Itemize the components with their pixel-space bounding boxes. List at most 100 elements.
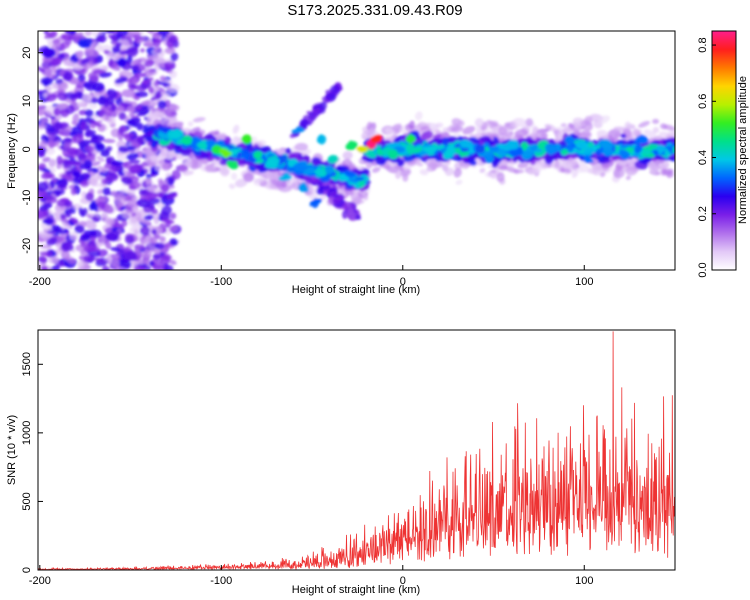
- heatmap-halo-cell: [517, 162, 529, 169]
- heatmap-streak-cell: [51, 224, 64, 233]
- heatmap-peak-cell: [387, 149, 399, 160]
- heatmap-core-cell: [667, 145, 674, 153]
- heatmap-halo-cell: [556, 130, 563, 139]
- heatmap-noise-cell: [153, 217, 160, 225]
- heatmap-streak-cell: [133, 34, 142, 41]
- heatmap-noise-cell: [161, 205, 172, 216]
- heatmap-noise-cell: [52, 115, 62, 122]
- heatmap-halo-cell: [624, 121, 631, 130]
- heatmap-noise-cell: [165, 192, 178, 200]
- heatmap-noise-cell: [38, 45, 49, 53]
- heatmap-streak-cell: [150, 93, 163, 101]
- heatmap-core-cell: [566, 145, 575, 152]
- heatmap-noise-cell: [78, 207, 85, 217]
- heatmap-branch-cell: [310, 113, 318, 119]
- heatmap-noise-cell: [119, 188, 130, 194]
- heatmap-noise-cell: [166, 83, 180, 93]
- heatmap-band-cell: [285, 147, 292, 155]
- heatmap-halo-cell: [617, 158, 631, 166]
- heatmap-band-cell: [468, 159, 477, 166]
- heatmap-noise-cell: [77, 74, 86, 83]
- heatmap-halo-cell: [450, 125, 464, 133]
- heatmap-peak-cell: [547, 146, 556, 156]
- heatmap-streak-cell: [70, 187, 77, 196]
- heatmap-noise-cell: [62, 59, 76, 67]
- heatmap-peak-cell: [241, 134, 252, 145]
- heatmap-streak-cell: [74, 224, 85, 234]
- heatmap-peak-cell: [99, 95, 109, 103]
- heatmap-streak-cell: [41, 172, 53, 180]
- heatmap-noise-cell: [139, 226, 150, 236]
- snr-x-tick-label: 100: [575, 575, 593, 587]
- heatmap-noise-cell: [51, 42, 62, 51]
- heatmap-streak-cell: [39, 251, 54, 257]
- heatmap-halo-cell: [671, 130, 675, 139]
- heatmap-noise-cell: [72, 64, 83, 71]
- heatmap-streak-cell: [151, 228, 157, 235]
- colorbar-tick-label: 0.2: [697, 206, 709, 221]
- snr-y-label: SNR (10 * v/v): [6, 415, 18, 485]
- heatmap-peak-cell: [170, 129, 184, 139]
- heatmap-core-cell: [643, 149, 651, 156]
- heatmap-streak-cell: [161, 183, 170, 193]
- heatmap-branch-cell: [330, 85, 340, 94]
- heatmap-halo-cell: [512, 117, 527, 127]
- heatmap-noise-cell: [55, 78, 64, 85]
- heatmap-noise-cell: [141, 249, 152, 259]
- heatmap-halo-cell: [243, 172, 254, 183]
- heatmap-halo-cell: [294, 142, 308, 152]
- snr-plot-area: [38, 330, 675, 570]
- heatmap-halo-cell: [254, 178, 265, 184]
- heatmap-noise-cell: [168, 35, 177, 43]
- heatmap-noise-cell: [75, 52, 84, 59]
- heatmap-peak-cell: [347, 140, 356, 150]
- heatmap-streak-cell: [85, 192, 94, 201]
- heatmap-streak-cell: [134, 72, 147, 78]
- heatmap-noise-cell: [57, 92, 68, 101]
- heatmap-streak-cell: [49, 180, 56, 189]
- heatmap-halo-cell: [220, 168, 229, 175]
- heatmap-noise-cell: [129, 224, 142, 233]
- heatmap-peak-cell: [621, 150, 628, 158]
- heatmap-halo-cell: [281, 181, 287, 188]
- heatmap-branch-cell: [328, 191, 338, 197]
- heatmap-peak-cell: [301, 182, 308, 192]
- spectrogram-x-tick-label: -100: [210, 276, 232, 288]
- heatmap-noise-cell: [153, 79, 160, 88]
- heatmap-noise-cell: [91, 167, 99, 173]
- heatmap-streak-cell: [84, 130, 96, 137]
- heatmap-peak-cell: [105, 233, 119, 241]
- heatmap-streak-cell: [91, 215, 100, 223]
- heatmap-noise-cell: [50, 82, 58, 90]
- heatmap-noise-cell: [117, 258, 132, 268]
- heatmap-peak-cell: [72, 170, 81, 178]
- heatmap-noise-cell: [87, 174, 100, 185]
- heatmap-streak-cell: [69, 217, 79, 224]
- heatmap-streak-cell: [38, 208, 47, 220]
- heatmap-noise-cell: [42, 156, 51, 163]
- heatmap-core-cell: [614, 145, 621, 152]
- heatmap-noise-cell: [147, 190, 157, 201]
- heatmap-noise-cell: [41, 66, 53, 77]
- colorbar-ticks: 0.00.20.40.60.8: [697, 37, 716, 278]
- heatmap-noise-cell: [38, 256, 48, 263]
- heatmap-noise-cell: [42, 92, 48, 98]
- heatmap-halo-cell: [658, 131, 670, 138]
- heatmap-halo-cell: [554, 158, 560, 169]
- heatmap-noise-cell: [140, 48, 145, 53]
- heatmap-halo-cell: [660, 123, 668, 130]
- heatmap-noise-cell: [131, 141, 139, 148]
- heatmap-halo-cell: [527, 170, 536, 176]
- heatmap-noise-cell: [168, 259, 177, 266]
- heatmap-halo-cell: [660, 168, 668, 176]
- spectrogram-x-tick-label: 100: [575, 276, 593, 288]
- heatmap-streak-cell: [166, 270, 175, 279]
- heatmap-noise-cell: [152, 254, 161, 260]
- heatmap-halo-cell: [597, 115, 610, 124]
- heatmap-noise-cell: [146, 186, 159, 193]
- heatmap-peak-cell: [405, 135, 416, 144]
- heatmap-noise-cell: [39, 140, 48, 149]
- heatmap-halo-cell: [504, 122, 511, 128]
- colorbar-tick-label: 0.0: [697, 262, 709, 277]
- heatmap-noise-cell: [169, 70, 178, 79]
